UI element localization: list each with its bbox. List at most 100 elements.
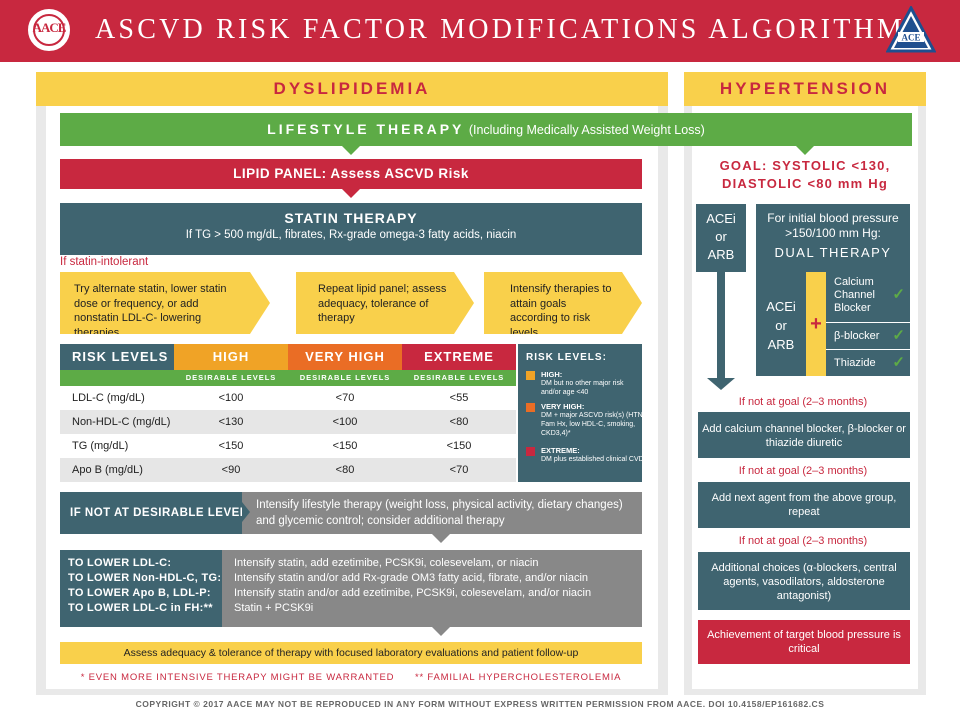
acei-text: ACEi bbox=[706, 211, 736, 226]
bp-final-box: Achievement of target blood pressure is … bbox=[698, 620, 910, 664]
legend-swatch bbox=[526, 403, 535, 412]
legend-title: RISK LEVELS: bbox=[526, 352, 607, 363]
risk-levels-legend: RISK LEVELS: HIGH: DM but no other major… bbox=[518, 344, 645, 482]
assess-bar: Assess adequacy & tolerance of therapy w… bbox=[60, 642, 642, 664]
desirable-label-very-high: DESIRABLE LEVELS bbox=[299, 373, 391, 382]
acei-arrow-head bbox=[707, 378, 735, 390]
page-title: ASCVD RISK FACTOR MODIFICATIONS ALGORITH… bbox=[95, 14, 906, 45]
bp-step-1: Add calcium channel blocker, β-blocker o… bbox=[698, 412, 910, 458]
check-icon: ✓ bbox=[892, 327, 905, 344]
acei-arb-box: ACEi or ARB bbox=[696, 204, 746, 272]
legend-item-title: EXTREME: bbox=[541, 446, 580, 455]
to-lower-text: Intensify statin and/or add ezetimibe, P… bbox=[234, 587, 592, 599]
cell: <150 bbox=[446, 440, 472, 452]
ace-logo-text: ACE bbox=[901, 33, 920, 43]
to-lower-text: Intensify statin, add ezetimibe, PCSK9i,… bbox=[234, 557, 539, 569]
not-at-goal-3: If not at goal (2–3 months) bbox=[738, 535, 868, 547]
cell: <70 bbox=[449, 464, 469, 476]
option-beta-blocker: β-blocker ✓ bbox=[826, 323, 910, 349]
to-lower-texts: Intensify statin, add ezetimibe, PCSK9i,… bbox=[222, 550, 642, 627]
desirable-levels-row bbox=[60, 370, 516, 386]
statin-subtitle: If TG > 500 mg/dL, fibrates, Rx-grade om… bbox=[185, 229, 517, 241]
header-bar bbox=[0, 0, 960, 62]
cell: <80 bbox=[449, 416, 469, 428]
cell: <70 bbox=[335, 392, 355, 404]
check-icon: ✓ bbox=[892, 354, 905, 371]
not-at-goal-1: If not at goal (2–3 months) bbox=[738, 396, 868, 408]
bp-step-3: Additional choices (α-blockers, central … bbox=[698, 552, 910, 610]
cell: <150 bbox=[332, 440, 358, 452]
lifestyle-sub: (Including Medically Assisted Weight Los… bbox=[468, 123, 705, 137]
row-label: Apo B (mg/dL) bbox=[72, 464, 143, 476]
hypertension-heading: HYPERTENSION bbox=[684, 72, 926, 106]
cell: <90 bbox=[221, 464, 241, 476]
legend-swatch bbox=[526, 447, 535, 456]
statin-title: STATIN THERAPY bbox=[284, 210, 418, 226]
option-label: Calcium Channel Blocker bbox=[834, 276, 875, 314]
row-label: TG (mg/dL) bbox=[72, 440, 129, 452]
dual-therapy-label: DUAL THERAPY bbox=[774, 245, 892, 260]
legend-item-desc: DM + major ASCVD risk(s) (HTN, Fam Hx, l… bbox=[541, 412, 645, 437]
or-text: or bbox=[715, 229, 727, 244]
footnotes: * EVEN MORE INTENSIVE THERAPY MIGHT BE W… bbox=[60, 672, 642, 683]
table-row: Apo B (mg/dL) <90 <80 <70 bbox=[60, 458, 516, 482]
ace-logo: ACE bbox=[886, 6, 936, 53]
lifestyle-arrow-right bbox=[796, 146, 814, 155]
if-not-desirable-label: IF NOT AT DESIRABLE LEVELS: bbox=[60, 492, 259, 534]
acei-arrow-shaft bbox=[717, 272, 725, 380]
legend-item-desc: DM plus established clinical CVD bbox=[541, 456, 644, 463]
to-lower-label: TO LOWER LDL-C in FH:** bbox=[68, 602, 213, 614]
to-lower-text: Statin + PCSK9i bbox=[234, 602, 314, 614]
check-icon: ✓ bbox=[892, 286, 905, 303]
to-lower-labels: TO LOWER LDL-C: TO LOWER Non-HDL-C, TG: … bbox=[60, 550, 222, 627]
aace-logo: AACE bbox=[28, 9, 70, 51]
step-arrow-2: Repeat lipid panel; assess adequacy, tol… bbox=[296, 272, 474, 334]
step-arrow-3: Intensify therapies to attain goals acco… bbox=[484, 272, 642, 334]
risk-col-very-high: VERY HIGH bbox=[288, 344, 402, 370]
desirable-label-high: DESIRABLE LEVELS bbox=[185, 373, 277, 382]
or-text: or bbox=[775, 318, 787, 333]
row-label: Non-HDL-C (mg/dL) bbox=[72, 416, 171, 428]
cell: <80 bbox=[335, 464, 355, 476]
step-arrow-1: Try alternate statin, lower statin dose … bbox=[60, 272, 270, 334]
footnote-1: * EVEN MORE INTENSIVE THERAPY MIGHT BE W… bbox=[80, 672, 395, 683]
table-row: LDL-C (mg/dL) <100 <70 <55 bbox=[60, 386, 516, 410]
to-lower-label: TO LOWER Non-HDL-C, TG: bbox=[68, 572, 222, 584]
plus-sign: + bbox=[806, 272, 826, 376]
acei-arb-dual-box: ACEi or ARB bbox=[756, 272, 806, 376]
option-label: β-blocker bbox=[834, 330, 880, 342]
to-lower-arrow bbox=[432, 627, 450, 636]
desirable-label-extreme: DESIRABLE LEVELS bbox=[413, 373, 505, 382]
to-lower-label: TO LOWER LDL-C: bbox=[68, 557, 172, 569]
bp-goal: GOAL: SYSTOLIC <130, DIASTOLIC <80 mm Hg bbox=[700, 157, 910, 193]
cell: <55 bbox=[449, 392, 469, 404]
initial-bp-text: For initial blood pressure >150/100 mm H… bbox=[767, 211, 899, 240]
acei-text: ACEi bbox=[766, 299, 796, 314]
legend-item-title: VERY HIGH: bbox=[541, 402, 585, 411]
copyright-text: COPYRIGHT © 2017 AACE MAY NOT BE REPRODU… bbox=[135, 699, 825, 709]
option-thiazide: Thiazide ✓ bbox=[826, 350, 910, 376]
table-row: TG (mg/dL) <150 <150 <150 bbox=[60, 434, 516, 458]
cell: <130 bbox=[218, 416, 244, 428]
lipid-panel-bar: LIPID PANEL: Assess ASCVD Risk bbox=[60, 159, 642, 189]
arb-text: ARB bbox=[767, 337, 795, 352]
lifestyle-arrow-left bbox=[342, 146, 360, 155]
lipid-arrow bbox=[342, 189, 360, 198]
bp-goal-line-2: DIASTOLIC <80 mm Hg bbox=[722, 176, 888, 191]
lifestyle-title: LIFESTYLE THERAPY bbox=[267, 121, 465, 137]
risk-col-extreme: EXTREME bbox=[402, 344, 516, 370]
row-label: LDL-C (mg/dL) bbox=[72, 392, 145, 404]
cell: <100 bbox=[332, 416, 358, 428]
to-lower-label: TO LOWER Apo B, LDL-P: bbox=[68, 587, 211, 599]
legend-item-title: HIGH: bbox=[541, 370, 563, 379]
option-label: Thiazide bbox=[834, 357, 876, 369]
legend-swatch bbox=[526, 371, 535, 380]
dual-therapy-box: For initial blood pressure >150/100 mm H… bbox=[756, 204, 910, 272]
risk-col-high: HIGH bbox=[174, 344, 288, 370]
bp-step-2: Add next agent from the above group, rep… bbox=[698, 482, 910, 528]
if-not-pointer bbox=[242, 502, 250, 522]
cell: <150 bbox=[218, 440, 244, 452]
risk-levels-label: RISK LEVELS bbox=[60, 344, 174, 370]
table-row: Non-HDL-C (mg/dL) <130 <100 <80 bbox=[60, 410, 516, 434]
bp-goal-line-1: GOAL: SYSTOLIC <130, bbox=[719, 158, 891, 173]
